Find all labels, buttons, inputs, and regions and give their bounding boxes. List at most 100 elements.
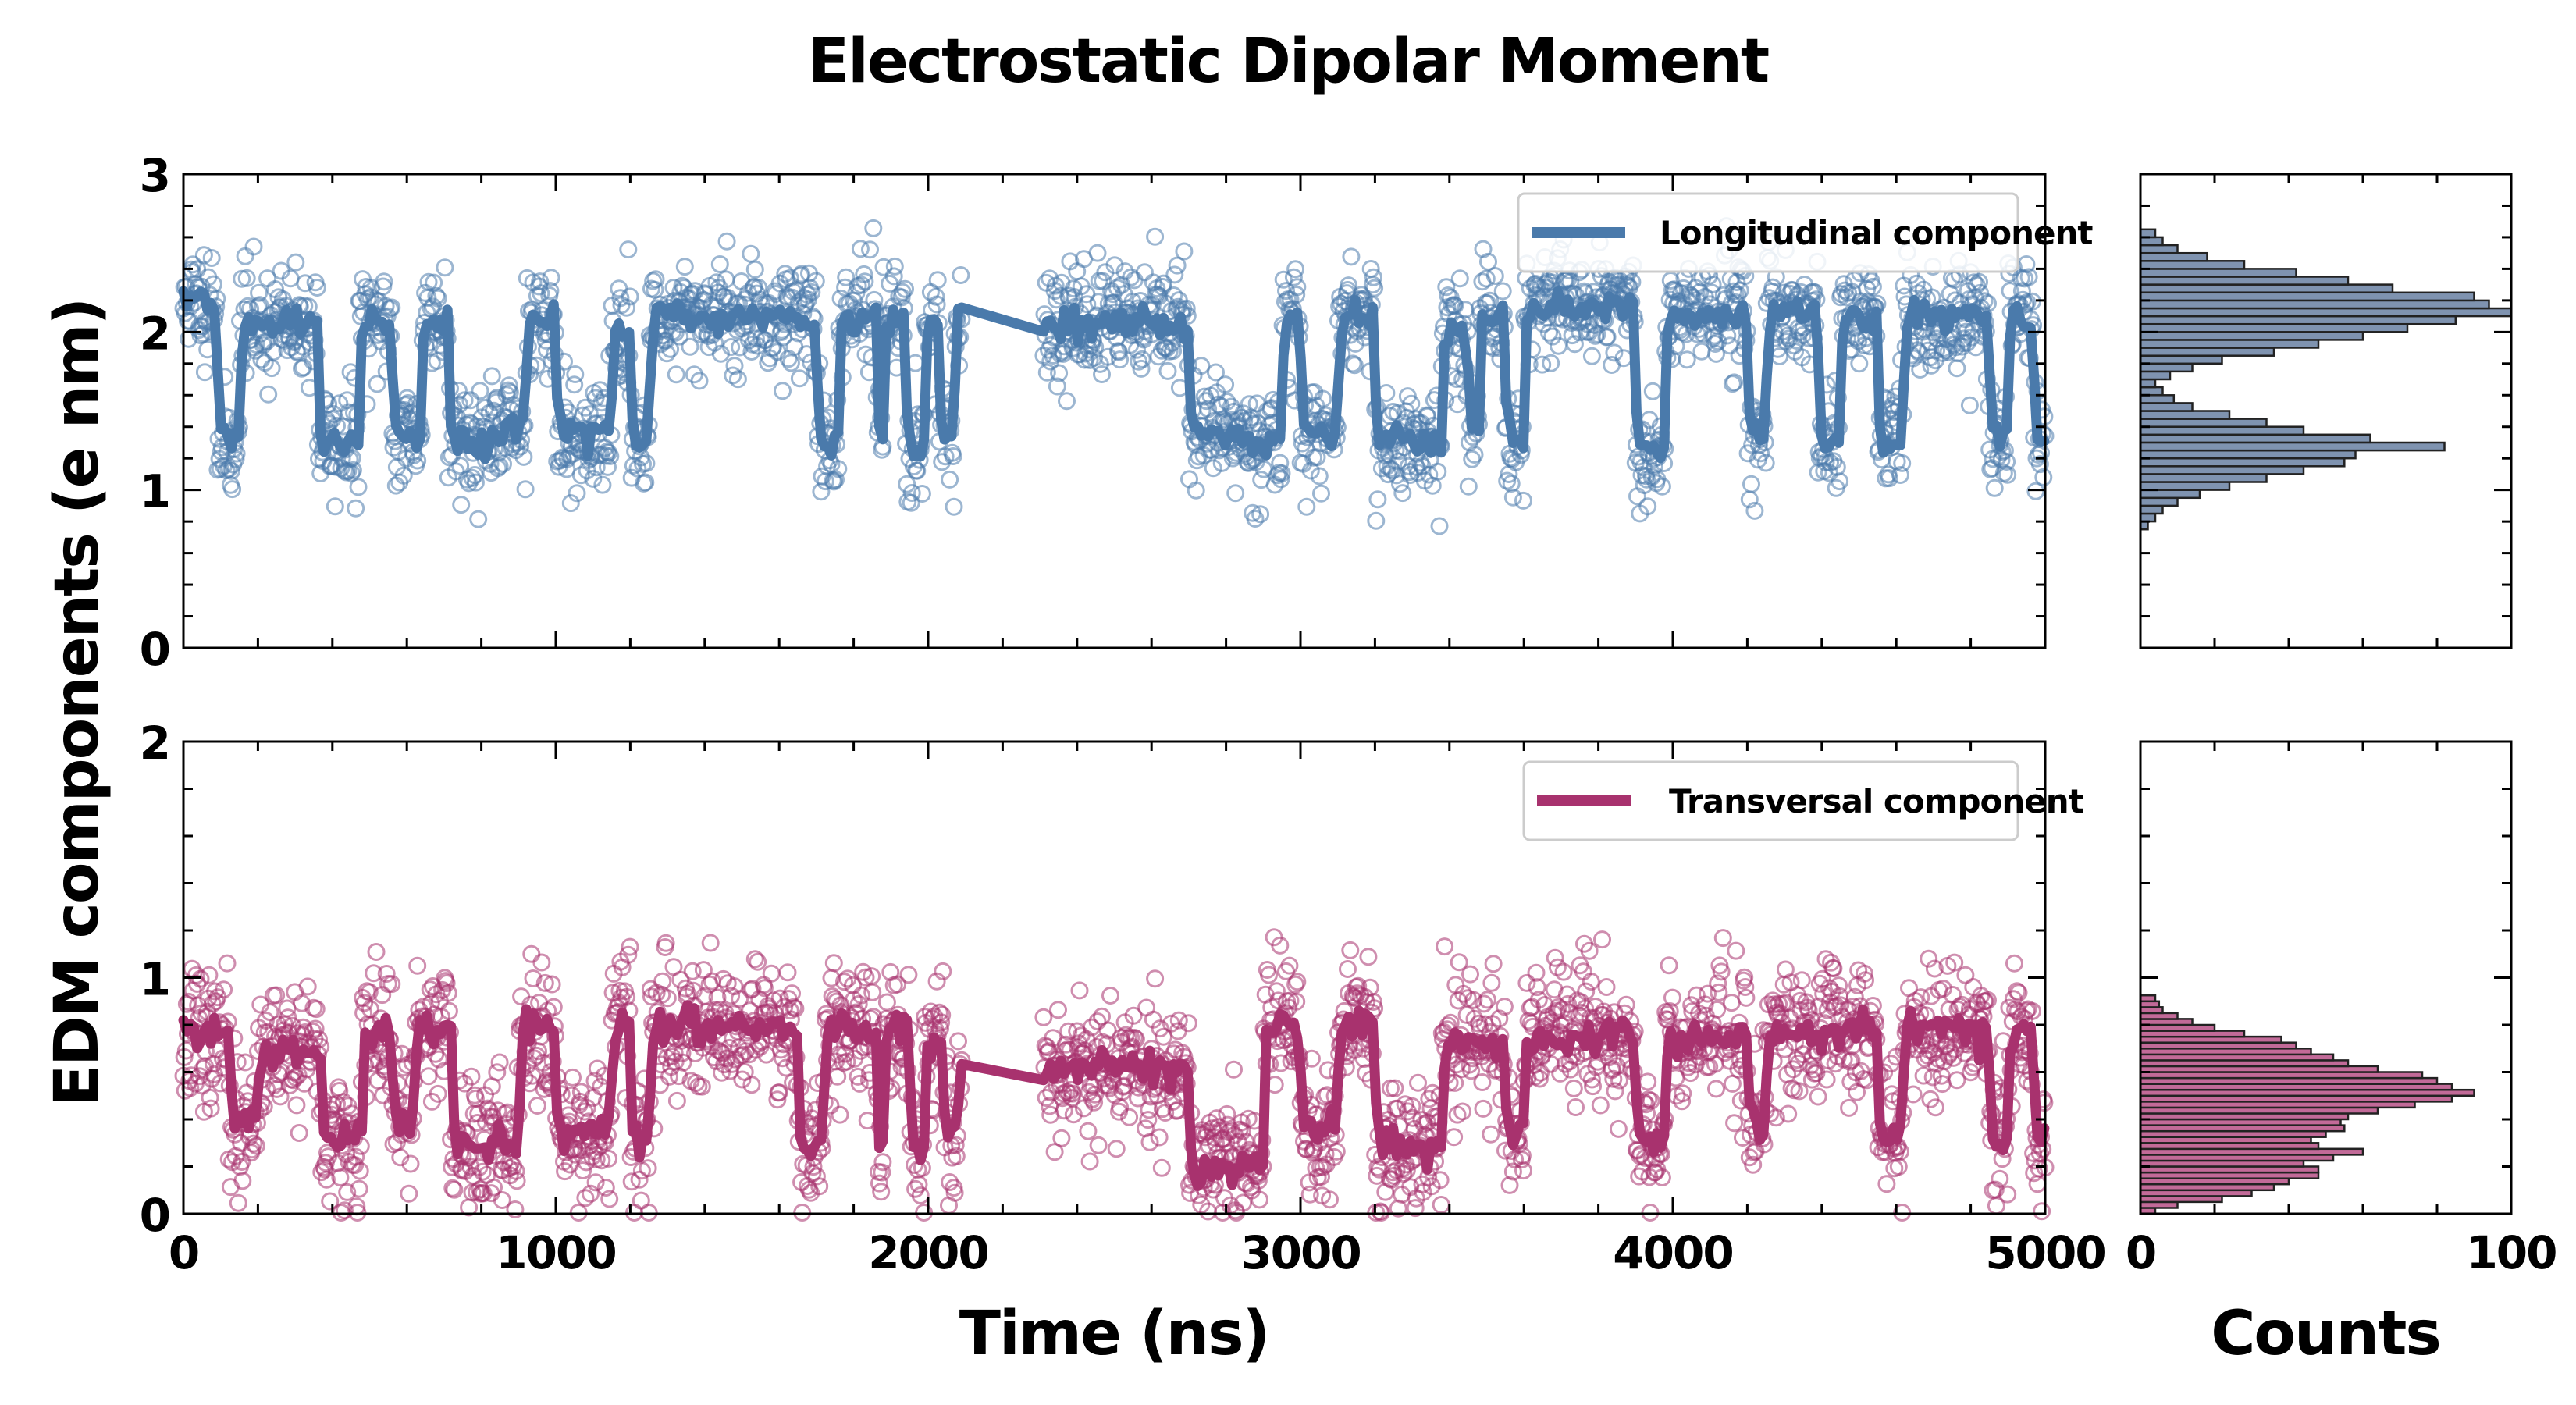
top-data-point: [1037, 363, 1056, 382]
bottom-data-point: [233, 1172, 252, 1190]
top-data-point: [1165, 286, 1183, 304]
bottom-data-point: [233, 1153, 251, 1171]
top-data-point: [466, 473, 485, 492]
bottom-data-point: [1840, 1098, 1859, 1117]
top-data-point: [1175, 242, 1194, 261]
bottom-data-point: [2005, 954, 2023, 973]
bottom-data-point: [1653, 1168, 1671, 1186]
top-data-point: [1340, 276, 1358, 295]
bottom-data-point: [474, 1184, 493, 1203]
top-data-point: [1365, 279, 1384, 297]
bottom-data-point: [1341, 941, 1360, 959]
bottom-panel: 0 1 2 0 1000 2000 3000 4000 5000 Transversal co…: [140, 717, 2107, 1279]
bottom-data-point: [1314, 1158, 1332, 1176]
top-data-point: [1450, 269, 1469, 288]
top-data-point: [1111, 350, 1130, 369]
top-data-point: [514, 447, 533, 466]
bottom-data-point: [909, 1175, 928, 1193]
bottom-data-point: [941, 1173, 959, 1191]
bottom-data-point: [360, 983, 379, 1001]
top-data-point: [637, 454, 656, 472]
top-data-point: [1542, 354, 1560, 372]
top-data-point: [568, 484, 586, 503]
top-data-point: [681, 337, 699, 356]
top-hist-bar: [2139, 228, 2157, 239]
bottom-data-point: [445, 1180, 464, 1199]
bottom-histogram-panel: 0 100: [2126, 740, 2558, 1279]
top-data-point: [944, 447, 962, 465]
top-data-point: [382, 298, 401, 317]
top-data-point: [429, 289, 447, 308]
bottom-data-point: [1386, 1079, 1404, 1097]
bottom-data-point: [1281, 991, 1300, 1010]
bottom-data-point: [1267, 982, 1286, 1001]
bottom-data-point: [512, 987, 531, 1006]
top-data-point: [1047, 290, 1066, 309]
top-hist-bar: [2139, 457, 2346, 468]
bottom-data-point: [947, 1147, 966, 1165]
bottom-data-point: [927, 972, 946, 991]
bottom-data-point: [307, 1000, 326, 1019]
bottom-data-point: [2025, 1164, 2044, 1183]
bottom-data-point: [1554, 962, 1573, 981]
top-data-point: [202, 249, 221, 267]
top-data-point: [1756, 454, 1775, 472]
top-data-point: [455, 391, 474, 410]
bottom-legend-box: [1522, 760, 2019, 841]
bottom-data-point: [1514, 1161, 1532, 1180]
bottom-data-point: [1707, 1080, 1725, 1098]
top-data-point: [599, 457, 617, 476]
bottom-data-point: [1736, 978, 1755, 996]
top-data-point: [1863, 277, 1882, 296]
bottom-data-point: [778, 963, 797, 982]
bottom-data-point: [1713, 929, 1732, 948]
bottom-data-point: [1339, 960, 1357, 978]
top-data-point: [1155, 274, 1172, 293]
top-data-point: [824, 472, 843, 491]
bottom-data-point: [1564, 1079, 1583, 1097]
bottom-data-point: [338, 1183, 357, 1201]
bottom-data-point: [1727, 941, 1745, 960]
top-data-point: [1893, 454, 1912, 472]
top-data-point: [1048, 377, 1066, 396]
bottom-data-point: [807, 1167, 826, 1186]
top-data-point: [194, 246, 213, 265]
bottom-data-point: [422, 994, 440, 1012]
top-data-point: [1493, 282, 1512, 301]
bottom-data-point: [350, 1179, 368, 1198]
bottom-data-point: [1321, 1190, 1339, 1209]
bottom-data-point: [578, 1099, 596, 1117]
bottom-data-point: [824, 954, 843, 973]
top-series-line: [178, 286, 2050, 464]
top-legend: Longitudinal component: [1517, 192, 2094, 273]
bottom-data-point: [1695, 995, 1714, 1014]
top-hist-bar: [2139, 283, 2394, 293]
top-data-point: [343, 461, 362, 479]
top-hist-bar: [2139, 268, 2297, 278]
top-data-point: [1158, 361, 1177, 380]
bottom-data-point: [1845, 987, 1864, 1006]
bottom-data-point: [215, 980, 233, 999]
top-data-point: [1638, 497, 1657, 516]
top-panel: 0 1 2 3 Longitudinal component: [140, 149, 2094, 676]
bottom-data-point: [708, 988, 727, 1007]
top-data-point: [1533, 355, 1552, 374]
top-y-tick-label: 3: [140, 149, 169, 202]
top-data-point: [710, 255, 729, 273]
top-data-point: [1105, 256, 1124, 275]
top-data-point: [1465, 446, 1484, 464]
bottom-data-point: [946, 1136, 965, 1154]
top-data-point: [837, 268, 856, 286]
bottom-data-point: [1327, 1142, 1346, 1161]
top-data-point: [259, 385, 278, 404]
bottom-data-point: [408, 956, 427, 975]
top-data-point: [717, 232, 736, 251]
bottom-data-point: [1137, 998, 1156, 1017]
top-hist-bar: [2139, 433, 2371, 444]
bottom-data-point: [1737, 988, 1756, 1007]
top-data-point: [902, 493, 920, 512]
top-data-point: [1910, 343, 1929, 362]
top-data-point: [1477, 269, 1496, 288]
bottom-data-point: [429, 1050, 448, 1069]
bottom-data-point: [473, 1162, 492, 1181]
